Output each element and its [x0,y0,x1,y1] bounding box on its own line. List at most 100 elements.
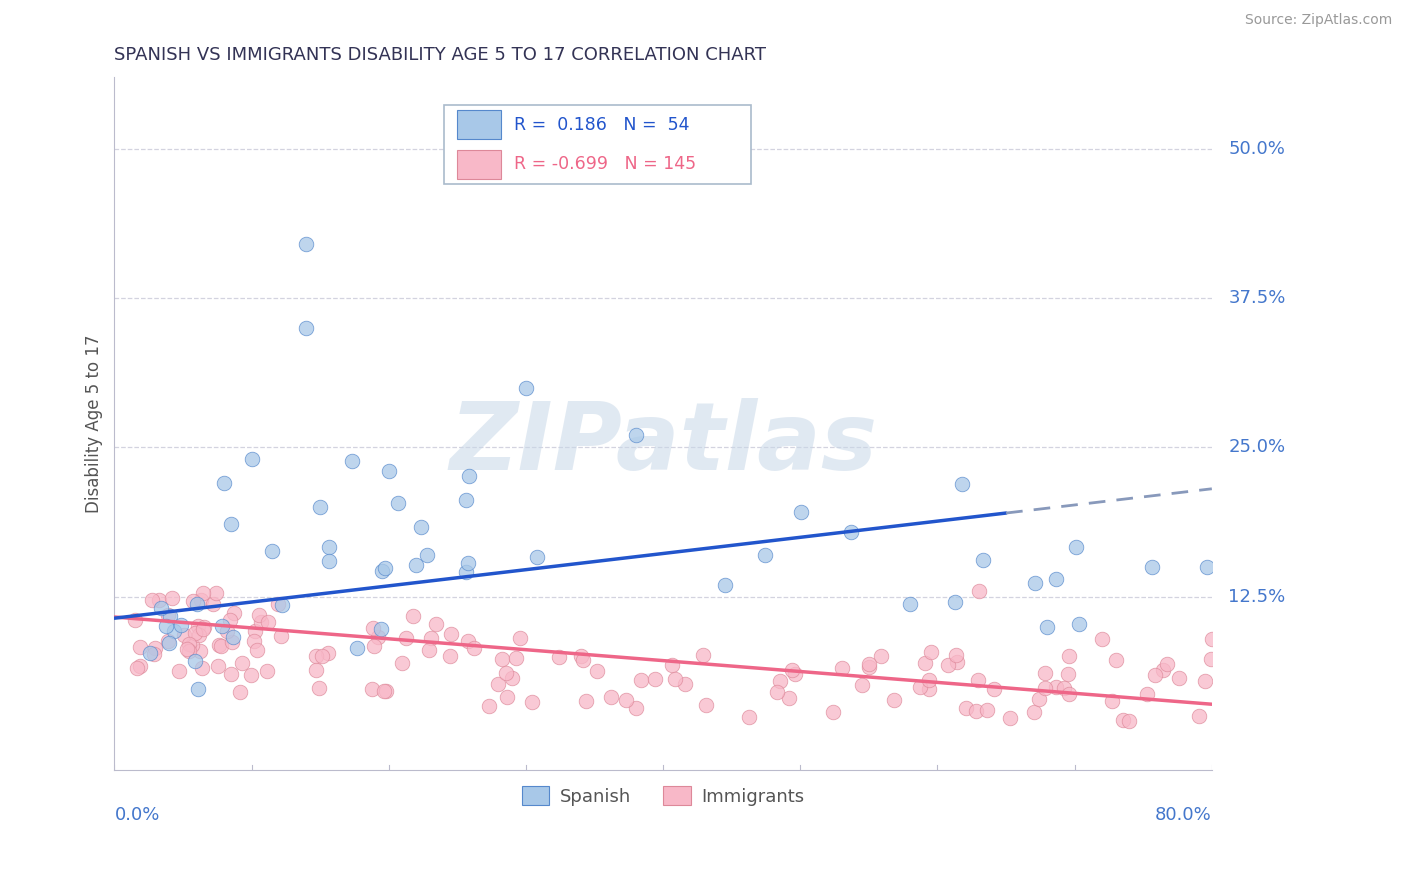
Point [425,616,447,631]
Point [972,553,994,567]
Point [898,597,921,611]
Point [419,631,441,645]
Point [463,640,485,655]
Point [790,504,813,518]
Point [202,597,225,611]
Point [1028,692,1050,706]
Point [457,634,479,648]
Point [858,657,880,672]
Point [183,626,205,640]
Point [1045,681,1067,695]
Point [526,549,548,564]
Point [416,548,439,562]
Point [361,681,384,696]
Point [193,620,215,634]
Point [491,651,513,665]
Point [624,701,647,715]
Point [920,645,942,659]
Text: SPANISH VS IMMIGRANTS DISABILITY AGE 5 TO 17 CORRELATION CHART: SPANISH VS IMMIGRANTS DISABILITY AGE 5 T… [114,46,766,64]
Point [143,647,166,661]
Point [1112,714,1135,728]
Point [173,628,195,642]
Point [373,684,395,698]
Point [243,633,266,648]
Point [125,661,148,675]
Point [945,648,967,662]
Text: 25.0%: 25.0% [1229,438,1285,457]
Point [965,704,987,718]
Point [967,583,990,598]
Point [170,618,193,632]
Point [387,495,409,509]
Point [839,524,862,539]
Point [501,671,523,685]
Point [229,685,252,699]
Point [316,646,339,660]
Point [145,640,167,655]
Point [661,658,683,673]
Point [908,681,931,695]
Point [439,648,461,663]
Point [673,677,696,691]
Point [212,476,235,491]
Point [260,543,283,558]
Point [308,681,330,695]
Point [1201,632,1223,646]
Point [1156,657,1178,672]
Point [599,690,621,705]
Point [187,628,209,642]
Point [1195,559,1218,574]
Point [405,558,427,573]
FancyBboxPatch shape [457,150,501,179]
Point [548,650,571,665]
Point [1142,560,1164,574]
Point [318,540,340,554]
Point [246,642,269,657]
Point [515,380,537,394]
Point [156,633,179,648]
Point [695,698,717,713]
Point [440,626,463,640]
Point [644,673,666,687]
Point [983,681,1005,696]
Point [181,638,204,652]
Point [361,621,384,635]
Point [858,660,880,674]
Point [208,638,231,652]
Point [831,661,853,675]
Point [950,476,973,491]
Point [207,658,229,673]
Point [1101,693,1123,707]
Point [191,660,214,674]
Point [150,600,173,615]
Point [222,607,245,621]
Point [783,667,806,681]
Point [586,664,609,678]
Point [496,690,519,705]
Point [129,659,152,673]
Y-axis label: Disability Age 5 to 17: Disability Age 5 to 17 [86,334,103,513]
Text: R =  0.186   N =  54: R = 0.186 N = 54 [513,116,689,134]
Point [129,640,152,654]
Point [1045,572,1067,586]
Point [976,703,998,717]
Point [240,667,263,681]
Point [1057,687,1080,701]
Point [883,693,905,707]
Point [215,624,238,638]
Point [256,664,278,678]
Point [624,428,647,442]
Point [509,631,531,645]
Point [305,663,328,677]
Point [148,593,170,607]
Point [256,615,278,629]
Point [1201,651,1223,665]
Point [221,667,243,681]
Point [305,649,328,664]
Point [374,684,396,698]
Point [418,642,440,657]
Point [1118,714,1140,728]
FancyBboxPatch shape [444,104,751,185]
Point [218,613,240,627]
Point [778,691,800,706]
